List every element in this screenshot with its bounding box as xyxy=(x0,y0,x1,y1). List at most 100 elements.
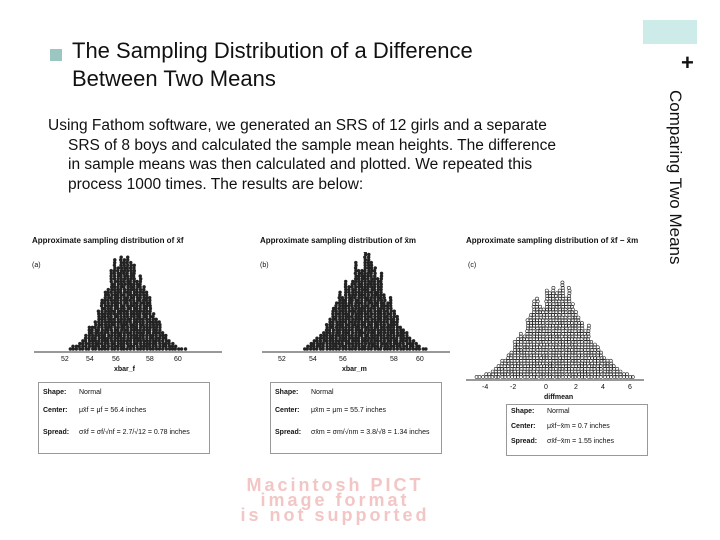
tick-b-4: 60 xyxy=(416,356,424,363)
dot xyxy=(509,358,514,363)
dot xyxy=(558,340,562,344)
dot xyxy=(554,361,559,366)
dot xyxy=(579,350,584,355)
dot xyxy=(586,337,590,342)
dot xyxy=(477,375,482,379)
dot xyxy=(509,350,514,355)
dot xyxy=(87,325,92,330)
dot xyxy=(535,342,539,347)
dot xyxy=(388,295,393,300)
dot xyxy=(541,337,546,342)
dot xyxy=(528,334,533,339)
dot xyxy=(547,299,552,304)
center-label-c: Center: xyxy=(511,423,536,430)
dot xyxy=(602,361,607,366)
dot xyxy=(324,322,329,327)
dot xyxy=(573,358,578,363)
dot xyxy=(506,353,511,358)
dot xyxy=(589,353,594,358)
dot xyxy=(528,315,533,320)
dot xyxy=(611,364,616,369)
dot xyxy=(582,369,587,374)
dot xyxy=(538,367,543,371)
title-line-1: The Sampling Distribution of a Differenc… xyxy=(72,38,473,63)
dot xyxy=(529,321,533,325)
tick-a-2: 56 xyxy=(112,356,120,363)
dot xyxy=(596,353,600,358)
dot xyxy=(592,353,597,358)
dot xyxy=(580,358,585,363)
dot xyxy=(151,312,156,316)
dot xyxy=(550,375,555,379)
dot xyxy=(509,361,514,366)
unsupported-image-placeholder: Macintosh PICT image format is not suppo… xyxy=(100,476,570,524)
dot xyxy=(547,329,552,334)
dot xyxy=(579,367,584,371)
dot xyxy=(560,291,565,296)
panel-b-label: (b) xyxy=(260,262,269,269)
dot xyxy=(573,356,578,361)
panel-c-title: Approximate sampling distribution of x̄f… xyxy=(466,236,639,245)
xlabel-b: xbar_m xyxy=(342,366,367,373)
dot xyxy=(173,344,178,349)
dot xyxy=(306,344,310,349)
dot xyxy=(113,258,117,262)
dot xyxy=(563,318,568,323)
dot xyxy=(566,364,571,369)
dot xyxy=(551,353,556,358)
dot xyxy=(548,315,553,320)
dot xyxy=(596,364,600,369)
dot xyxy=(599,372,604,377)
dot xyxy=(612,375,617,379)
dot xyxy=(373,266,377,270)
dot xyxy=(515,350,520,355)
dot xyxy=(119,255,123,259)
dot xyxy=(598,353,603,358)
dot xyxy=(570,323,575,328)
dot xyxy=(531,310,536,315)
body-line-1: Using Fathom software, we generated an S… xyxy=(48,117,547,134)
dot xyxy=(138,274,142,278)
dot xyxy=(424,347,428,351)
spread-label-a: Spread: xyxy=(43,429,70,436)
dot xyxy=(516,372,520,377)
dot xyxy=(557,304,562,309)
dot xyxy=(68,347,73,351)
dot xyxy=(481,375,485,379)
dot xyxy=(573,318,578,323)
dot xyxy=(487,375,492,379)
center-label-b: Center: xyxy=(275,407,300,414)
dot xyxy=(595,345,600,350)
dot xyxy=(554,291,559,296)
tick-c-3: 2 xyxy=(574,384,578,391)
dot xyxy=(586,345,591,350)
dot xyxy=(518,348,523,352)
dot xyxy=(129,260,133,265)
dot xyxy=(541,307,546,312)
dot xyxy=(567,304,572,309)
dot xyxy=(608,358,613,363)
dot xyxy=(551,350,556,355)
dot xyxy=(515,353,520,358)
dot xyxy=(554,304,559,309)
dot xyxy=(554,310,559,315)
dot xyxy=(579,340,584,344)
dot xyxy=(544,348,549,352)
shape-label-a: Shape: xyxy=(43,389,67,396)
dot xyxy=(589,367,594,371)
dot xyxy=(519,356,524,361)
dot xyxy=(551,342,556,347)
dot xyxy=(567,318,572,323)
dot xyxy=(557,353,562,358)
dot xyxy=(167,339,171,343)
dot xyxy=(547,340,552,344)
dot xyxy=(570,315,575,320)
dot xyxy=(125,255,130,259)
dot xyxy=(602,369,607,374)
dot xyxy=(560,283,565,288)
dot xyxy=(557,350,562,355)
dot xyxy=(179,347,184,351)
dot xyxy=(554,367,559,371)
tick-a-3: 58 xyxy=(146,356,154,363)
dot xyxy=(518,345,523,350)
